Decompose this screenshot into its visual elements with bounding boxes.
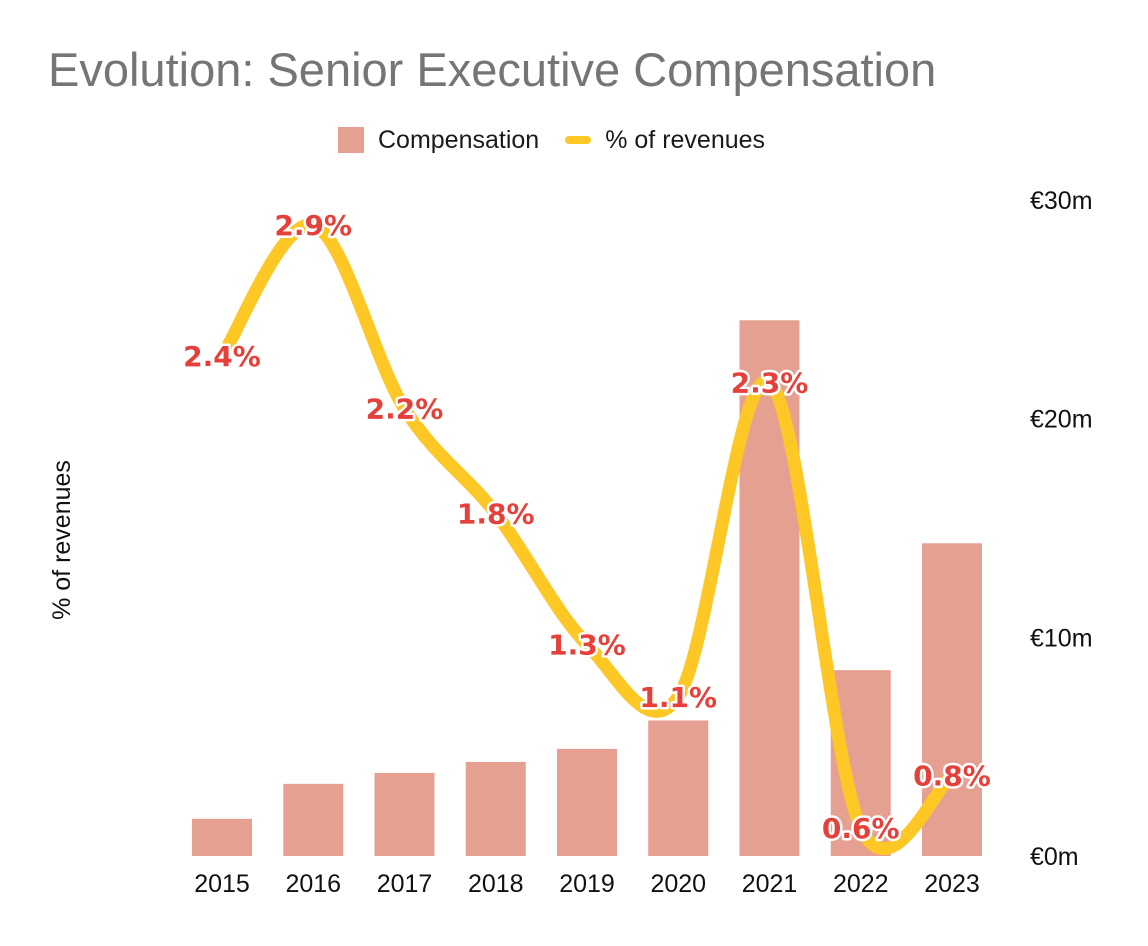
data-label-2015: 2.4% (183, 340, 261, 373)
y2-tick-2: €20m (1030, 406, 1093, 434)
bar-2017 (374, 772, 435, 856)
legend-label-revenue-pct: % of revenues (605, 125, 766, 154)
x-tick-2021: 2021 (742, 870, 798, 898)
legend-label-compensation: Compensation (378, 125, 540, 154)
y-axis-title: % of revenues (48, 460, 76, 620)
x-tick-2020: 2020 (650, 870, 706, 898)
legend-swatch-revenue-pct (565, 136, 592, 144)
legend-item-revenue-pct: % of revenues (565, 126, 765, 155)
y2-tick-1: €10m (1030, 624, 1093, 652)
data-label-2020: 1.1% (639, 681, 717, 714)
legend-item-compensation: Compensation (338, 126, 539, 155)
legend: Compensation % of revenues (338, 122, 791, 158)
line-revenue-pct (215, 218, 959, 855)
data-label-2023: 0.8% (913, 759, 991, 792)
data-label-2019: 1.3% (548, 628, 626, 661)
x-tick-2016: 2016 (285, 870, 341, 898)
data-label-2021: 2.3% (731, 366, 809, 399)
legend-swatch-compensation (338, 127, 364, 153)
bar-2019 (557, 748, 617, 856)
bar-2015 (192, 818, 252, 856)
data-label-2022: 0.6% (822, 812, 900, 845)
data-label-2016: 2.9% (274, 209, 352, 242)
data-label-2017: 2.2% (366, 393, 444, 426)
y2-tick-0: €0m (1030, 843, 1079, 871)
x-tick-2018: 2018 (468, 870, 524, 898)
bar-2016 (283, 783, 344, 856)
x-tick-2015: 2015 (194, 870, 250, 898)
bar-2020 (648, 720, 709, 856)
x-tick-2017: 2017 (377, 870, 433, 898)
x-tick-2019: 2019 (559, 870, 615, 898)
x-tick-2023: 2023 (924, 870, 980, 898)
x-tick-2022: 2022 (833, 870, 889, 898)
y2-tick-3: €30m (1030, 187, 1093, 215)
bar-2018 (465, 761, 526, 856)
chart-title: Evolution: Senior Executive Compensation (48, 43, 937, 96)
data-label-2018: 1.8% (457, 497, 535, 530)
